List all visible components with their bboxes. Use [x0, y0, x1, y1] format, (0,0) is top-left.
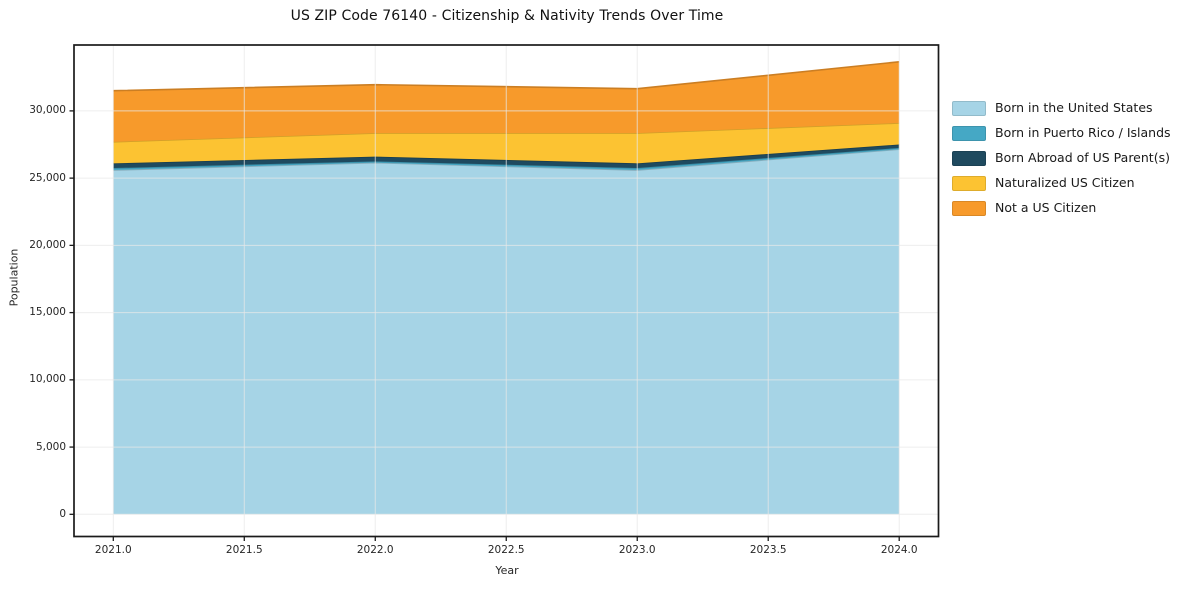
- chart-title: US ZIP Code 76140 - Citizenship & Nativi…: [290, 8, 724, 24]
- legend-row-2: Born Abroad of US Parent(s): [952, 150, 1171, 166]
- legend-row-4: Not a US Citizen: [952, 200, 1171, 216]
- x-tick-label-4: 2023.0: [618, 544, 656, 556]
- legend: Born in the United States Born in Puerto …: [952, 100, 1171, 216]
- x-tick-label-5: 2023.5: [749, 544, 787, 556]
- x-axis-label: Year: [495, 564, 519, 577]
- legend-swatch-icon-1: [952, 125, 986, 141]
- y-tick-label-2: 10,000: [29, 373, 66, 386]
- x-tick-label-2: 2022.0: [356, 544, 394, 556]
- legend-label-2: Born Abroad of US Parent(s): [995, 150, 1170, 165]
- legend-label-4: Not a US Citizen: [995, 200, 1097, 215]
- legend-swatch-icon-3: [952, 175, 986, 191]
- legend-row-3: Naturalized US Citizen: [952, 175, 1171, 191]
- x-tick-label-3: 2022.5: [487, 544, 525, 556]
- legend-swatch-icon-4: [952, 200, 986, 216]
- y-tick-label-4: 20,000: [29, 238, 66, 251]
- y-tick-label-6: 30,000: [29, 104, 66, 117]
- x-tick-label-6: 2024.0: [880, 544, 918, 556]
- legend-row-0: Born in the United States: [952, 100, 1171, 116]
- legend-label-1: Born in Puerto Rico / Islands: [995, 125, 1171, 140]
- legend-swatch-icon-0: [952, 100, 986, 116]
- x-tick-label-0: 2021.0: [94, 544, 132, 556]
- area-series-2: [113, 144, 900, 169]
- y-tick-label-0: 0: [59, 507, 66, 520]
- area-series-1: [113, 147, 900, 171]
- y-tick-label-3: 15,000: [29, 306, 66, 319]
- legend-label-0: Born in the United States: [995, 100, 1153, 115]
- x-tick-label-1: 2021.5: [225, 544, 263, 556]
- legend-swatch-icon-2: [952, 150, 986, 166]
- legend-label-3: Naturalized US Citizen: [995, 175, 1135, 190]
- y-tick-label-1: 5,000: [35, 440, 66, 453]
- legend-row-1: Born in Puerto Rico / Islands: [952, 125, 1171, 141]
- y-tick-label-5: 25,000: [29, 171, 66, 184]
